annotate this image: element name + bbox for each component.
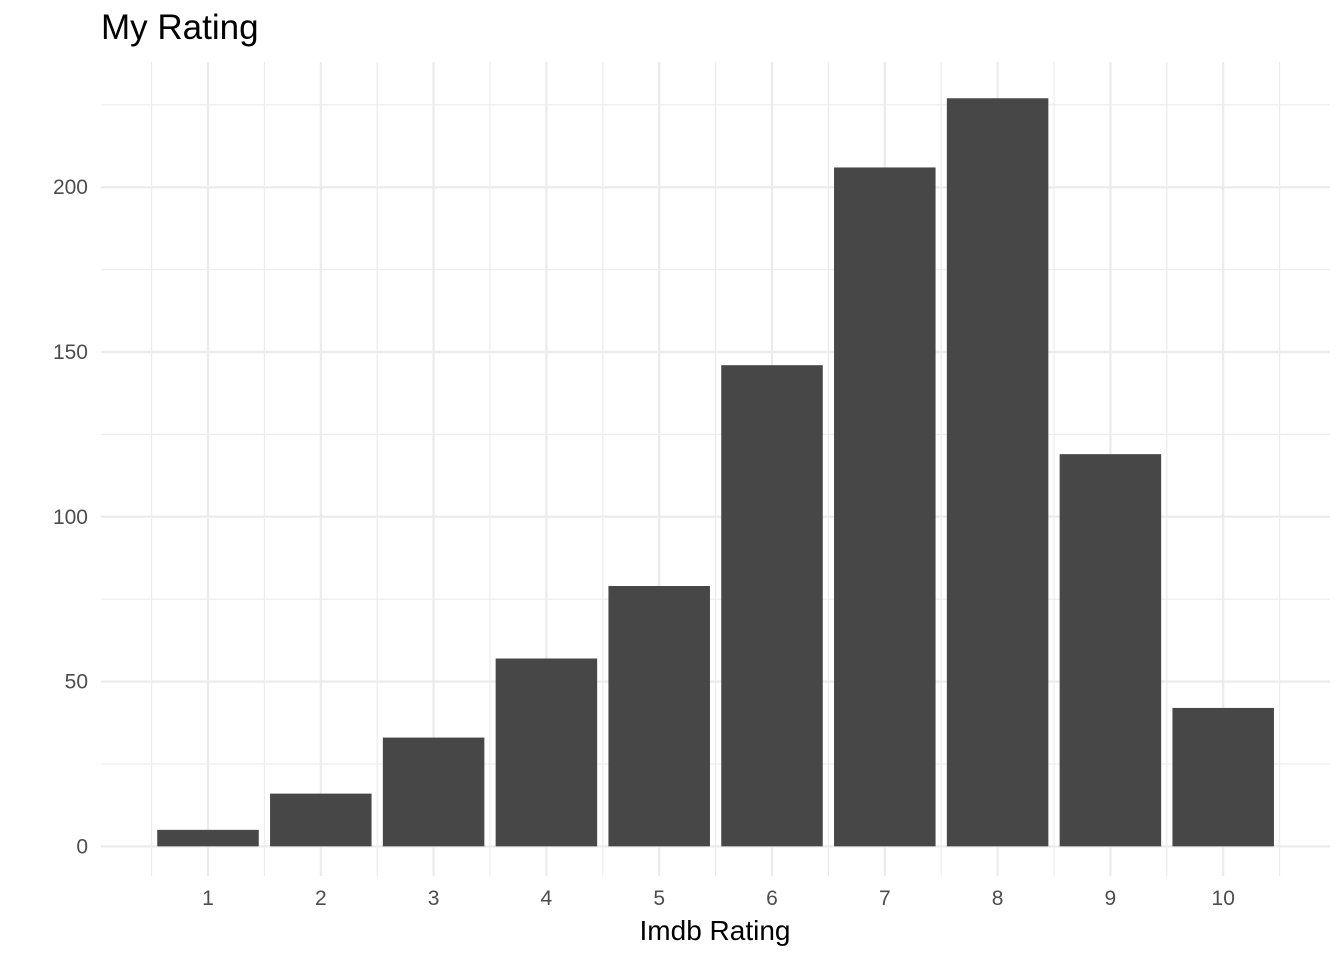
y-tick-label: 50 — [65, 671, 88, 694]
bar-5 — [608, 585, 710, 847]
x-axis-title: Imdb Rating — [640, 915, 791, 946]
x-tick-label: 2 — [315, 887, 327, 910]
bar-7 — [834, 167, 936, 847]
bar-2 — [270, 793, 372, 847]
y-axis-ticks: 0 50 100 150 200 — [53, 176, 88, 858]
x-tick-label: 6 — [766, 887, 778, 910]
bar-10 — [1172, 707, 1274, 847]
x-tick-label: 3 — [428, 887, 440, 910]
bars — [157, 98, 1274, 847]
x-tick-label: 10 — [1212, 887, 1235, 910]
x-tick-label: 7 — [879, 887, 891, 910]
chart-title: My Rating — [101, 8, 259, 47]
bar-9 — [1059, 454, 1162, 847]
bar-1 — [157, 829, 259, 847]
x-tick-label: 4 — [541, 887, 553, 910]
y-tick-label: 200 — [53, 176, 88, 199]
bar-8 — [946, 98, 1049, 847]
x-tick-label: 9 — [1105, 887, 1117, 910]
y-tick-label: 150 — [53, 341, 88, 364]
x-tick-label: 1 — [202, 887, 214, 910]
x-axis-ticks: 1 2 3 4 5 6 7 8 9 10 — [202, 887, 1235, 910]
bar-4 — [495, 658, 598, 847]
y-tick-label: 0 — [76, 835, 88, 858]
y-tick-label: 100 — [53, 506, 88, 529]
x-tick-label: 5 — [653, 887, 665, 910]
bar-6 — [721, 365, 823, 847]
x-tick-label: 8 — [992, 887, 1004, 910]
bar-3 — [382, 737, 485, 847]
